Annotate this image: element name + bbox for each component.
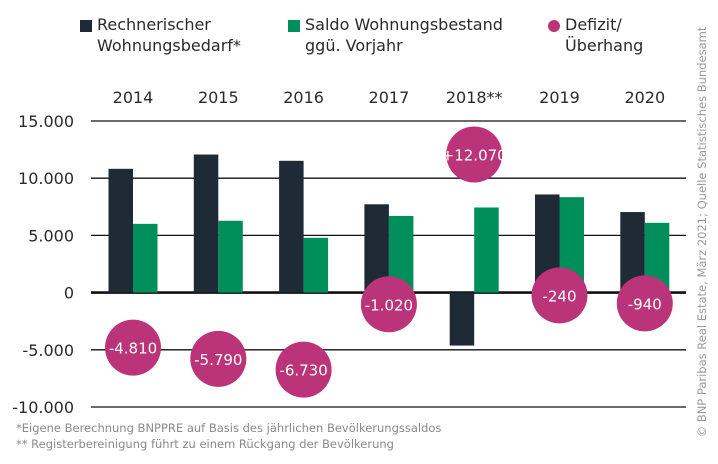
footnote-1: *Eigene Berechnung BNPPRE auf Basis des …	[16, 421, 442, 435]
legend-label: Defizit/ Überhang	[565, 15, 644, 55]
bar-wohnungsbedarf	[279, 160, 304, 293]
y-axis-ticks: 15.000 10.000 5.000 0 -5.000 -10.000	[12, 112, 74, 417]
x-tick-label: 2019	[539, 88, 580, 107]
bar-wohnungsbedarf	[108, 168, 133, 293]
y-tick-label: 5.000	[28, 226, 74, 245]
y-tick-label: -5.000	[22, 341, 74, 360]
legend-swatch-dark	[80, 20, 92, 32]
legend-dot-magenta	[548, 20, 560, 32]
bubble-defizit	[275, 341, 332, 398]
legend-label: Rechnerischer Wohnungsbedarf*	[97, 15, 241, 55]
source-credit: © BNP Paribas Real Estate, März 2021; Qu…	[695, 26, 709, 438]
legend-item-saldo: Saldo Wohnungsbestand ggü. Vorjahr	[288, 14, 503, 56]
x-axis-ticks: 2014 2015 2016 2017 2018** 2019 2020	[113, 88, 666, 107]
bubble-label: -240	[542, 287, 576, 305]
legend-swatch-green	[288, 20, 300, 32]
y-tick-label: -10.000	[12, 398, 74, 417]
y-tick-label: 0	[64, 284, 74, 303]
y-tick-label: 15.000	[18, 112, 74, 131]
legend-label: Saldo Wohnungsbestand ggü. Vorjahr	[305, 15, 503, 55]
x-tick-label: 2015	[198, 88, 239, 107]
bubble-label: -1.020	[365, 296, 413, 314]
x-tick-label: 2014	[113, 88, 154, 107]
x-tick-label: 2020	[624, 88, 665, 107]
bubble-label: -6.730	[279, 362, 327, 380]
bubbles: -4.810 -5.790 -6.730 -1.020 +12.070 -240 -940	[105, 126, 673, 398]
bubble-label: +12.070	[442, 147, 507, 165]
bubble-label: -5.790	[194, 351, 242, 369]
x-tick-label: 2016	[283, 88, 324, 107]
bar-saldo	[474, 207, 499, 293]
y-tick-label: 10.000	[18, 169, 74, 188]
bubble-defizit	[360, 276, 417, 333]
bubble-defizit	[105, 319, 161, 376]
bubble-defizit	[531, 267, 588, 324]
bar-wohnungsbedarf	[193, 154, 219, 293]
footnote-2: ** Registerbereinigung führt zu einem Rü…	[16, 437, 394, 451]
bubble-defizit	[190, 330, 247, 387]
x-tick-label: 2017	[369, 88, 410, 107]
bubble-label: -940	[628, 295, 662, 313]
bar-saldo	[303, 237, 329, 293]
legend-item-defizit: Defizit/ Überhang	[548, 14, 643, 56]
legend-item-wohnungsbedarf: Rechnerischer Wohnungsbedarf*	[80, 14, 241, 56]
bubble-label: -4.810	[109, 340, 157, 358]
bar-wohnungsbedarf	[449, 292, 475, 346]
bar-saldo	[133, 223, 158, 293]
bar-saldo	[218, 220, 243, 293]
bubble-defizit	[446, 126, 503, 183]
x-tick-label: 2018**	[446, 88, 503, 107]
bubble-defizit	[616, 275, 673, 332]
